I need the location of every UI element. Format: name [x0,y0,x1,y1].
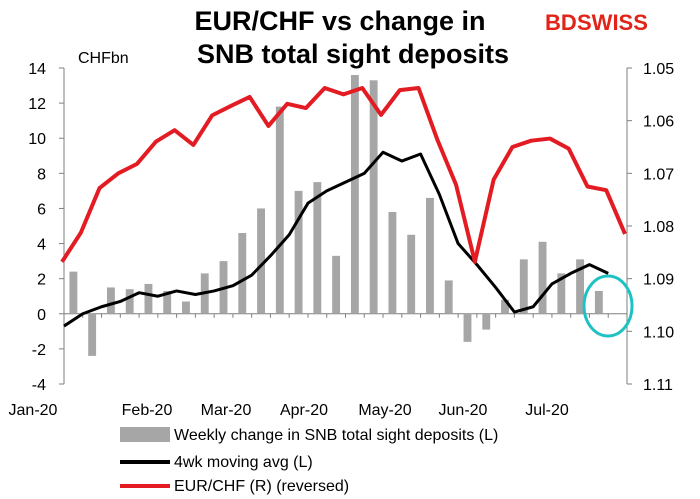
bar [426,197,434,314]
left-axis: -4 -2 0 2 4 6 8 10 12 14 [28,61,65,394]
x-tick-label: Jun-20 [439,402,488,419]
right-axis: 1.05 1.06 1.07 1.08 1.09 1.10 1.11 [626,61,674,394]
left-unit-label: CHFbn [78,50,129,67]
right-tick-label: 1.11 [643,377,673,394]
bar [594,290,603,314]
brand-logo-left: BD [545,10,577,35]
bar [313,182,322,314]
right-tick-label: 1.05 [643,61,674,78]
brand-logo-right: SWISS [577,10,648,35]
bar [332,255,341,314]
legend-swatch-weekly-change [120,427,170,442]
left-tick-label: 10 [28,131,46,148]
right-tick-label: 1.08 [643,219,674,236]
bar [163,290,172,314]
bar [407,234,416,314]
left-tick-label: -2 [32,342,46,359]
x-tick-label: Feb-20 [122,402,173,419]
bar [463,313,472,342]
chart-title-line-1: EUR/CHF vs change in [194,6,485,36]
bar [106,287,115,314]
left-tick-label: 12 [28,96,46,113]
bar [557,273,566,314]
bar [576,259,585,314]
bar [350,75,359,314]
bar [482,313,491,330]
left-tick-label: -4 [32,377,46,394]
left-tick-label: 8 [37,166,46,183]
bar [144,283,153,314]
right-tick-label: 1.06 [643,114,674,131]
weekly-change-bars [69,75,603,356]
legend: Weekly change in SNB total sight deposit… [120,427,498,495]
legend-label-4wk-avg: 4wk moving avg (L) [174,454,313,471]
brand-logo: BD SWISS [545,10,648,35]
chart-title-line-2: SNB total sight deposits [197,39,509,69]
right-tick-label: 1.09 [643,272,674,289]
bar [275,106,284,314]
bar [294,190,303,314]
bar [88,313,97,356]
line-eurchf [60,86,627,264]
series-lines [60,86,627,328]
bar [125,289,134,314]
left-tick-label: 14 [28,61,46,78]
x-tick-label: Apr-20 [280,402,328,419]
bar [257,208,265,314]
left-tick-label: 2 [37,272,46,289]
left-tick-label: 6 [37,201,46,218]
highlight-annotation [582,274,634,338]
bar [69,271,78,314]
right-tick-label: 1.10 [643,324,674,341]
x-tick-label: May-20 [358,402,411,419]
bar [501,299,509,314]
highlight-circle [582,274,634,338]
bar [519,259,528,314]
right-tick-label: 1.07 [643,166,674,183]
bar [238,233,247,314]
left-tick-label: 4 [37,237,46,254]
bar [388,211,397,314]
bar [444,280,453,314]
line-4wk-moving-avg [63,150,609,328]
x-axis: Jan-20 Feb-20 Mar-20 Apr-20 May-20 Jun-20 Jul-… [9,313,628,419]
x-tick-label: Jan-20 [9,402,58,419]
bar [182,301,190,314]
x-tick-label: Mar-20 [201,402,252,419]
bar [538,241,547,314]
x-tick-label: Jul-20 [525,402,569,419]
legend-label-weekly-change: Weekly change in SNB total sight deposit… [174,427,498,444]
bar [369,80,378,314]
legend-label-eurchf: EUR/CHF (R) (reversed) [174,478,349,495]
left-tick-label: 0 [37,307,46,324]
